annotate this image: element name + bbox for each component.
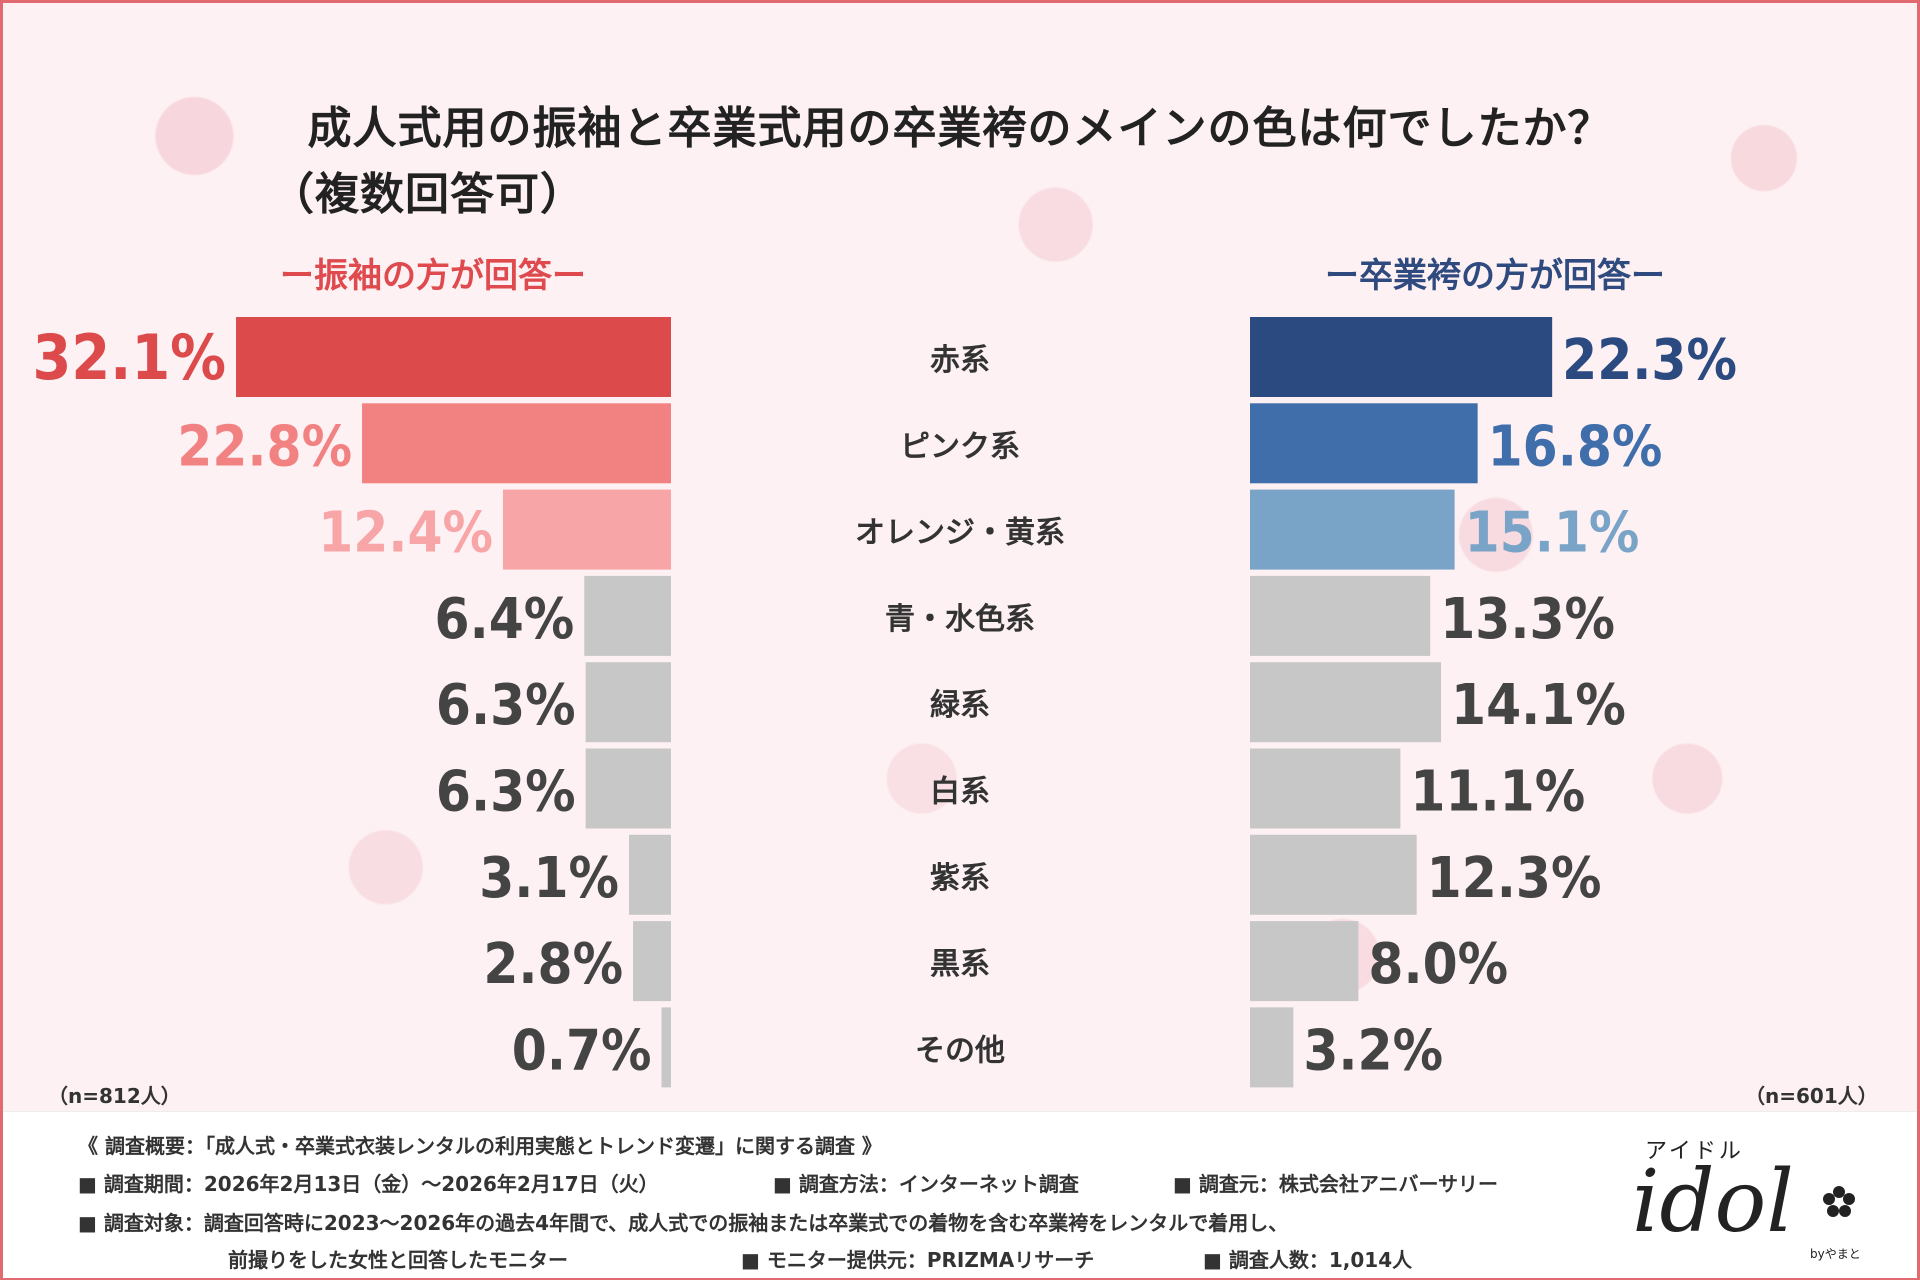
left-bar <box>584 575 671 656</box>
right-value-label: 14.1% <box>1451 673 1626 738</box>
category-label: 紫系 <box>930 861 990 896</box>
left-bar <box>585 662 671 743</box>
survey-period: ■ 調査期間：2026年2月13日（金）～2026年2月17日（火） <box>78 1172 659 1196</box>
logo-text: idol <box>1632 1152 1794 1252</box>
left-value-label: 3.1% <box>479 846 619 911</box>
left-value-label: 6.3% <box>436 760 576 825</box>
left-series-heading: ー振袖の方が回答ー <box>280 256 586 296</box>
left-value-label: 22.8% <box>177 414 352 479</box>
left-value-label: 6.4% <box>435 587 575 652</box>
survey-organizer: ■ 調査元：株式会社アニバーサリー <box>1173 1172 1499 1196</box>
category-label: 赤系 <box>930 343 990 378</box>
right-value-label: 11.1% <box>1410 760 1585 825</box>
left-value-label: 12.4% <box>318 501 493 566</box>
survey-method: ■ 調査方法：インターネット調査 <box>773 1172 1079 1196</box>
right-bar <box>1250 921 1359 1002</box>
left-bar <box>236 317 672 397</box>
right-bar <box>1250 1007 1294 1088</box>
page-title: 成人式用の振袖と卒業式用の卒業袴のメインの色は何でしたか？ <box>307 103 1613 154</box>
survey-target-cont: 前撮りをした女性と回答したモニター <box>228 1248 568 1272</box>
left-bar <box>362 403 671 484</box>
right-bar <box>1250 317 1553 397</box>
sakura-flower-icon <box>1823 1186 1855 1217</box>
logo-byline: byやまと <box>1810 1247 1861 1261</box>
left-bar <box>502 489 671 570</box>
left-value-label: 32.1% <box>33 321 227 394</box>
survey-footer: 《 調査概要：「成人式・卒業式衣装レンタルの利用実態とトレンド変遷」に関する調査… <box>3 1111 1917 1278</box>
right-bar <box>1250 489 1455 570</box>
right-bar <box>1250 748 1401 829</box>
left-value-label: 0.7% <box>512 1018 652 1083</box>
survey-target: ■ 調査対象：調査回答時に2023～2026年の過去4年間で、成人式での振袖また… <box>78 1211 1289 1235</box>
left-sample-size: （n=812人） <box>48 1084 181 1108</box>
right-value-label: 15.1% <box>1465 501 1640 566</box>
left-value-label: 6.3% <box>436 673 576 738</box>
right-series-heading: ー卒業袴の方が回答ー <box>1325 256 1665 296</box>
category-label: 緑系 <box>930 688 990 723</box>
category-label: 青・水色系 <box>885 602 1035 637</box>
category-label: ピンク系 <box>900 429 1020 464</box>
butterfly-bar-chart: 32.1% 22.3% 赤系 22.8% 16.8% ピンク系 12.4% 15.1% オレンジ… <box>33 317 1737 1088</box>
category-label: 白系 <box>930 775 990 810</box>
right-bar <box>1250 403 1478 484</box>
survey-overview: 《 調査概要：「成人式・卒業式衣装レンタルの利用実態とトレンド変遷」に関する調査… <box>78 1134 882 1158</box>
left-bar <box>628 834 671 915</box>
left-bar <box>661 1007 671 1088</box>
left-bar <box>633 921 671 1002</box>
survey-count: ■ 調査人数：1,014人 <box>1203 1248 1413 1272</box>
right-bar <box>1250 575 1431 656</box>
sakura-background <box>3 3 1917 1111</box>
right-bar <box>1250 834 1417 915</box>
right-value-label: 12.3% <box>1427 846 1602 911</box>
right-value-label: 16.8% <box>1488 414 1663 479</box>
right-sample-size: （n=601人） <box>1745 1084 1878 1108</box>
right-value-label: 3.2% <box>1303 1018 1443 1083</box>
category-label: 黒系 <box>930 947 990 982</box>
right-value-label: 8.0% <box>1368 932 1508 997</box>
category-label: その他 <box>915 1033 1005 1068</box>
page-subtitle: （複数回答可） <box>270 169 585 220</box>
right-value-label: 13.3% <box>1440 587 1615 652</box>
right-value-label: 22.3% <box>1562 328 1737 393</box>
left-bar <box>585 748 671 829</box>
left-value-label: 2.8% <box>483 932 623 997</box>
logo-kana: アイドル <box>1645 1139 1744 1164</box>
right-bar <box>1250 662 1442 743</box>
category-label: オレンジ・黄系 <box>855 516 1065 551</box>
survey-provider: ■ モニター提供元：PRIZMAリサーチ <box>741 1248 1095 1272</box>
